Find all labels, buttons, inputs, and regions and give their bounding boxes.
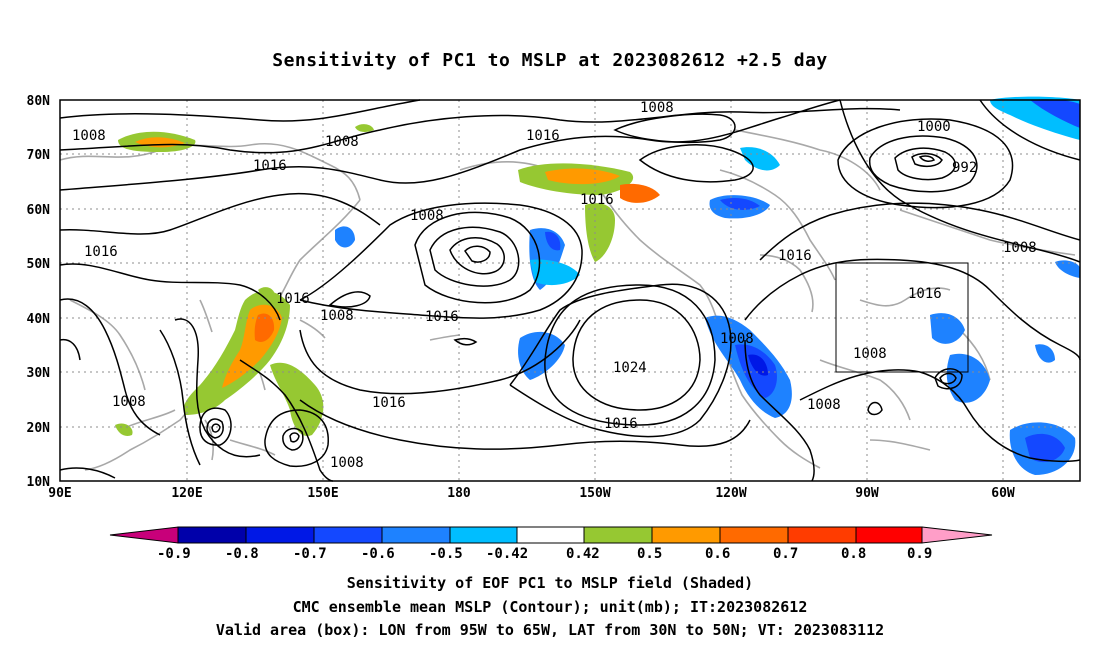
colorbar-label: -0.5 [429, 546, 463, 562]
colorbar-cell [651, 526, 721, 544]
colorbar-label: -0.9 [157, 546, 191, 562]
lon-label: 120E [171, 486, 202, 501]
lon-label: 90W [855, 486, 879, 501]
contour-label: 1016 [580, 192, 614, 208]
colorbar-cell [245, 526, 315, 544]
contour-label: 1016 [604, 416, 638, 432]
contour-label: 1016 [526, 128, 560, 144]
lat-label: 80N [27, 94, 51, 109]
contour-label: 1016 [276, 291, 310, 307]
colorbar-label: 0.8 [841, 546, 867, 562]
contour-label: 1008 [325, 134, 359, 150]
colorbar-label: -0.7 [293, 546, 327, 562]
colorbar-cell [313, 526, 383, 544]
lon-axis: 90E 120E 150E 180 150W 120W 90W 60W [48, 486, 1015, 501]
lon-label: 60W [991, 486, 1015, 501]
contour-label: 1008 [410, 208, 444, 224]
contour-label: 1008 [720, 331, 754, 347]
colorbar-label: 0.5 [637, 546, 663, 562]
contour-label: 1024 [613, 360, 647, 376]
colorbar-cell [177, 526, 247, 544]
lon-label: 150W [579, 486, 610, 501]
contour-label: 1008 [320, 308, 354, 324]
contour-label: 1016 [908, 286, 942, 302]
contour-labels: 1008 1016 1008 1008 1000 992 1016 1008 1… [72, 100, 1037, 471]
lat-label: 50N [27, 257, 51, 272]
valid-area-box [835, 262, 969, 373]
colorbar-cell [516, 526, 585, 544]
colorbar-label: -0.42 [486, 546, 529, 562]
lat-label: 20N [27, 421, 51, 436]
colorbar-label: 0.9 [907, 546, 933, 562]
colorbar-cell [787, 526, 857, 544]
lon-label: 180 [447, 486, 471, 501]
contour-label: 992 [952, 160, 977, 176]
map-title: Sensitivity of PC1 to MSLP at 2023082612… [272, 50, 828, 71]
lat-axis: 80N 70N 60N 50N 40N 30N 20N 10N [27, 94, 51, 490]
colorbar-label: -0.8 [225, 546, 259, 562]
shaded-sensitivity [115, 96, 1080, 475]
colorbar-label: 0.7 [773, 546, 799, 562]
colorbar [109, 526, 993, 544]
contour-label: 1008 [853, 346, 887, 362]
lat-label: 30N [27, 366, 51, 381]
colorbar-label: 0.6 [705, 546, 731, 562]
colorbar-cell [719, 526, 789, 544]
graticule [60, 100, 1080, 481]
contour-label: 1016 [372, 395, 406, 411]
colorbar-max-triangle [921, 526, 993, 544]
contour-label: 1008 [807, 397, 841, 413]
caption-contour: CMC ensemble mean MSLP (Contour); unit(m… [292, 598, 808, 616]
lat-label: 60N [27, 203, 51, 218]
colorbar-min-triangle [109, 526, 179, 544]
colorbar-cell [381, 526, 451, 544]
colorbar-cell [449, 526, 518, 544]
contour-label: 1008 [330, 455, 364, 471]
contour-label: 1008 [1003, 240, 1037, 256]
contour-label: 1008 [640, 100, 674, 116]
lat-label: 40N [27, 312, 51, 327]
contour-label: 1016 [425, 309, 459, 325]
contour-label: 1016 [253, 158, 287, 174]
contour-label: 1016 [84, 244, 118, 260]
mslp-contours [59, 99, 1081, 482]
caption-valid-area: Valid area (box): LON from 95W to 65W, L… [215, 621, 885, 639]
colorbar-label: -0.6 [361, 546, 395, 562]
map-frame [59, 99, 1081, 482]
lon-label: 120W [715, 486, 746, 501]
contour-labels-extra: 1016 [778, 248, 812, 264]
caption-shaded: Sensitivity of EOF PC1 to MSLP field (Sh… [346, 574, 754, 592]
contour-label: 1000 [917, 119, 951, 135]
colorbar-cell [583, 526, 653, 544]
contour-label: 1008 [112, 394, 146, 410]
contour-label: 1008 [72, 128, 106, 144]
contour-label: 1016 [778, 248, 812, 264]
colorbar-label: 0.42 [566, 546, 600, 562]
lat-label: 10N [27, 475, 51, 490]
colorbar-cell [855, 526, 923, 544]
lat-label: 70N [27, 148, 51, 163]
lon-label: 90E [48, 486, 71, 501]
lon-label: 150E [307, 486, 338, 501]
